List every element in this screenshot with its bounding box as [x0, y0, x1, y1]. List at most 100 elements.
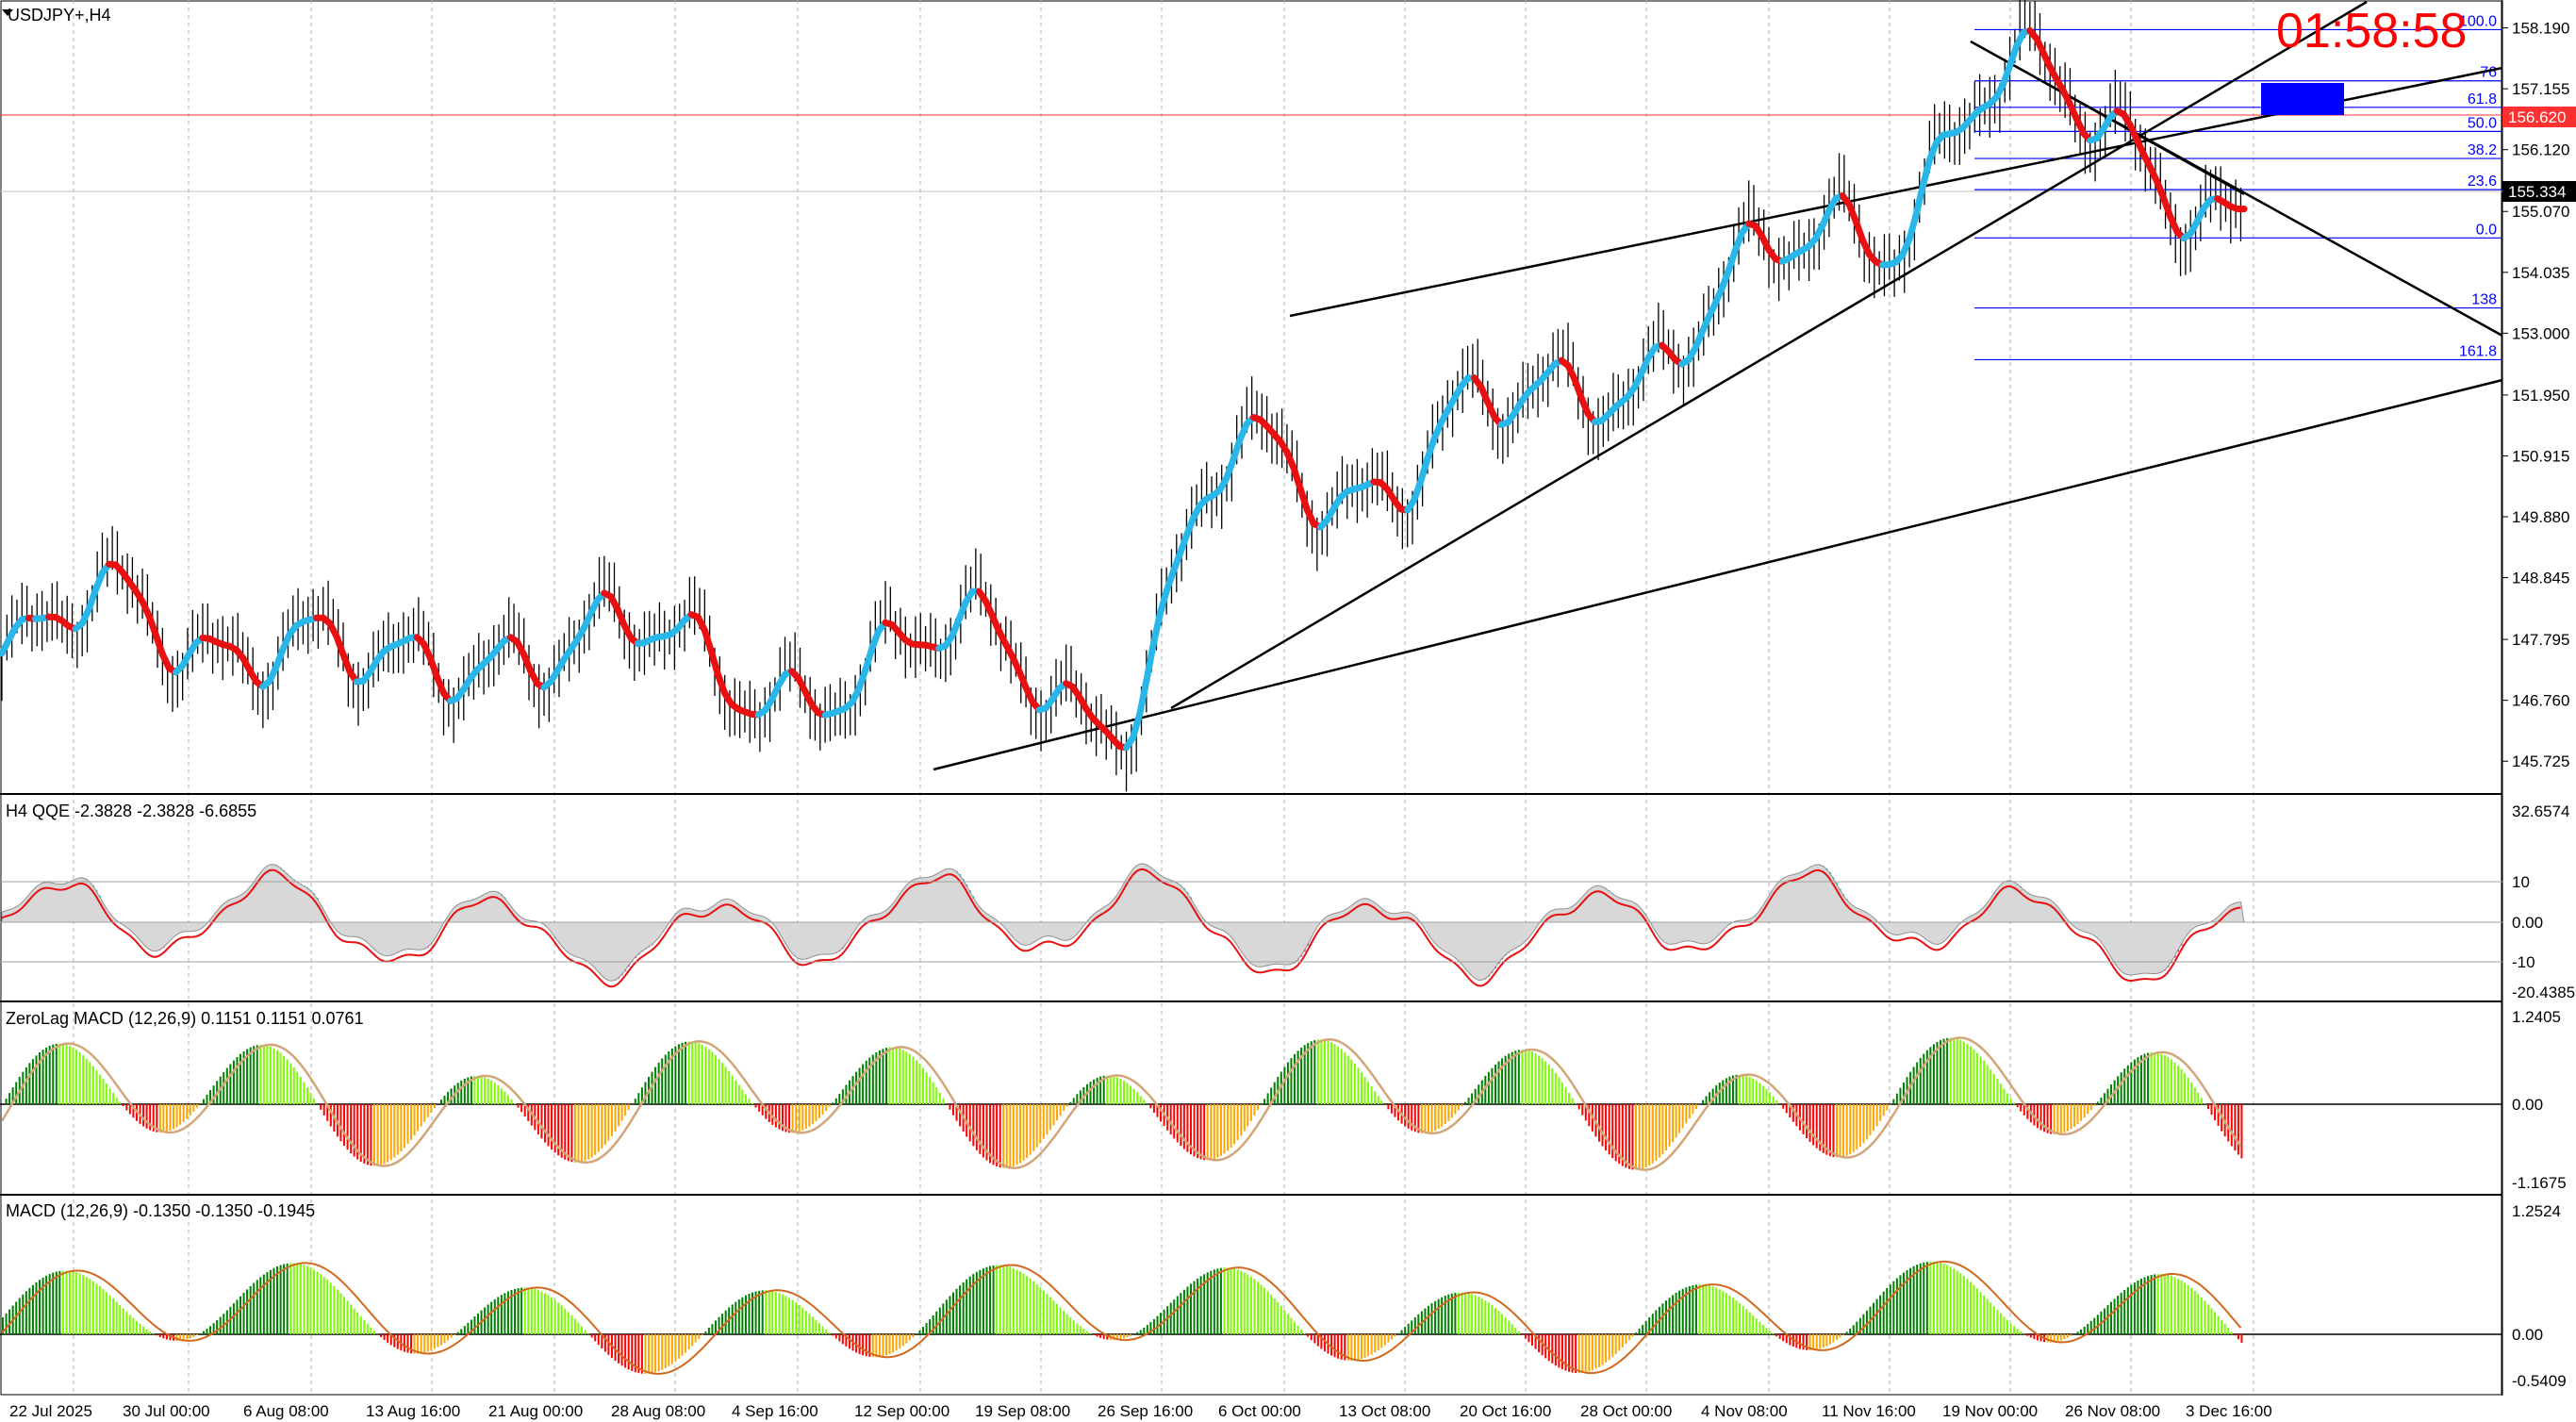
macd-bar	[1681, 1288, 1684, 1334]
macd-bar	[65, 1270, 68, 1334]
macd-bar	[2039, 1334, 2042, 1342]
zlmacd-bar	[637, 1093, 640, 1104]
indicator-tick-label: -10	[2512, 953, 2535, 971]
macd-bar	[1383, 1334, 1386, 1346]
macd-bar	[1508, 1320, 1511, 1334]
smoothed-segment	[1230, 436, 1244, 463]
order-box[interactable]	[2261, 83, 2344, 115]
zlmacd-bar	[1270, 1087, 1273, 1104]
zlmacd-bar	[1835, 1104, 1838, 1158]
macd-bar	[1527, 1334, 1530, 1343]
macd-bar	[654, 1334, 657, 1373]
macd-bar	[1249, 1276, 1252, 1334]
macd-bar	[1879, 1295, 1882, 1334]
zlmacd-bar	[1752, 1078, 1755, 1104]
zlmacd-bar	[1625, 1104, 1627, 1168]
macd-bar	[808, 1314, 811, 1334]
zlmacd-bar	[356, 1104, 359, 1160]
zlmacd-bar	[78, 1051, 81, 1104]
price-tick-label: 154.035	[2512, 264, 2569, 282]
zlmacd-bar	[1858, 1104, 1861, 1148]
zlmacd-bar	[718, 1058, 720, 1104]
macd-bar	[1849, 1328, 1852, 1334]
qqe-panel[interactable]: H4 QQE -2.3828 -2.3828 -6.6855	[0, 802, 2502, 988]
zlmacd-bar	[2147, 1052, 2150, 1104]
zlmacd-bar	[269, 1046, 272, 1104]
macd-bar	[1501, 1314, 1504, 1334]
macd-bar	[39, 1280, 41, 1334]
macd-bar	[2, 1317, 4, 1334]
macd-bar	[31, 1284, 34, 1334]
zlmacd-bar	[784, 1104, 787, 1133]
menu-triangle-icon[interactable]	[2, 9, 13, 16]
zlmacd-bar	[841, 1089, 844, 1104]
zlmacd-bar	[899, 1048, 901, 1104]
macd-bar	[685, 1334, 687, 1353]
macd-bar	[1825, 1334, 1828, 1347]
trendline-support[interactable]	[1170, 0, 2368, 710]
macd-bar	[1277, 1301, 1280, 1334]
zlmacd-bar	[112, 1093, 115, 1104]
macd-bar	[454, 1334, 456, 1335]
zlmacd-bar	[2139, 1055, 2142, 1104]
macd-bar	[1106, 1334, 1109, 1340]
zlmacd-bar	[520, 1104, 523, 1113]
macd-bar	[1594, 1334, 1597, 1369]
zlmacd-bar	[2070, 1104, 2072, 1130]
zlmacd-bar	[417, 1104, 420, 1132]
zlmacd-bar	[1176, 1104, 1179, 1143]
macd-bar	[426, 1334, 429, 1352]
macd-bar	[1353, 1334, 1356, 1361]
zlmacd-bar	[922, 1067, 925, 1104]
macd-bar	[125, 1311, 128, 1334]
zlmacd-bar	[128, 1104, 131, 1115]
zlmacd-bar	[2020, 1104, 2023, 1112]
zlmacd-bar	[1597, 1104, 1600, 1142]
zlmacd-bar	[380, 1104, 383, 1166]
macd-bar	[587, 1333, 590, 1334]
zlmacd-title: ZeroLag MACD (12,26,9) 0.1151 0.1151 0.0…	[6, 1009, 364, 1028]
zlmacd-bar	[985, 1104, 988, 1161]
macd-bar	[1560, 1334, 1563, 1370]
macd-bar	[1554, 1334, 1557, 1366]
smoothed-segment	[707, 648, 722, 679]
zlmacd-bar	[108, 1088, 111, 1104]
zlmacd-bar	[748, 1099, 751, 1104]
price-tick-label: 149.880	[2512, 508, 2569, 526]
zlmacd-bar	[1467, 1098, 1470, 1104]
smoothed-segment	[1417, 455, 1431, 485]
zlmacd-bar	[1501, 1058, 1504, 1104]
macd-bar	[1052, 1300, 1055, 1334]
zlmacd-bar	[908, 1053, 911, 1104]
zlmacd-bar	[289, 1063, 292, 1104]
zlmacd-bar	[209, 1090, 212, 1104]
fib-level-label: 50.0	[2468, 115, 2497, 131]
zerolag-macd-panel[interactable]: ZeroLag MACD (12,26,9) 0.1151 0.1151 0.0…	[0, 1009, 2502, 1171]
zlmacd-bar	[1642, 1104, 1644, 1169]
zlmacd-bar	[500, 1088, 503, 1104]
zlmacd-bar	[370, 1104, 372, 1166]
trendline-lower-channel[interactable]	[933, 378, 2503, 771]
zlmacd-bar	[1286, 1062, 1289, 1104]
zlmacd-bar	[1862, 1104, 1865, 1144]
macd-bar	[1346, 1334, 1349, 1361]
macd-bar	[493, 1298, 496, 1334]
macd-bar	[584, 1330, 586, 1334]
price-tick-label: 146.760	[2512, 692, 2569, 710]
macd-bar	[1009, 1266, 1012, 1334]
macd-bar	[229, 1306, 232, 1334]
macd-bar	[687, 1334, 690, 1349]
zlmacd-bar	[41, 1050, 44, 1104]
zlmacd-bar	[1266, 1093, 1269, 1104]
zlmacd-bar	[232, 1060, 235, 1104]
zlmacd-bar	[1718, 1083, 1721, 1104]
zlmacd-bar	[704, 1047, 707, 1104]
macd-panel[interactable]: MACD (12,26,9) -0.1350 -0.1350 -0.1945	[0, 1201, 2502, 1375]
zlmacd-bar	[400, 1104, 403, 1152]
zlmacd-bar	[1672, 1104, 1675, 1143]
macd-bar	[1056, 1303, 1059, 1334]
zlmacd-bar	[497, 1084, 500, 1104]
zlmacd-bar	[2143, 1053, 2146, 1104]
